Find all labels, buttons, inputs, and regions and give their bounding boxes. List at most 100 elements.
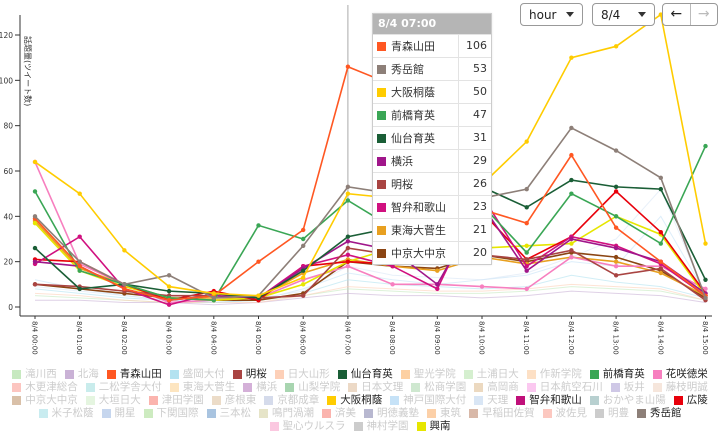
legend-item[interactable]: 土浦日大 xyxy=(463,368,519,381)
legend-item[interactable]: 京都成章 xyxy=(264,394,319,407)
legend-item[interactable]: おかやま山陽 xyxy=(589,394,666,407)
legend-item[interactable]: 大垣日大 xyxy=(85,394,141,407)
legend-item[interactable]: 波佐見 xyxy=(542,407,587,420)
legend-item[interactable]: 坂井 xyxy=(610,381,645,394)
data-point xyxy=(256,259,261,264)
next-arrow-button[interactable]: → xyxy=(689,4,718,25)
color-swatch xyxy=(377,225,386,235)
data-point xyxy=(256,293,261,298)
legend-item[interactable]: 神村学園 xyxy=(353,420,409,433)
line-chart: 0 20 40 60 80 100 120 話題量(ツイート数) 8/4 00:00 8/4 01… xyxy=(0,5,712,355)
legend-label: 東海大菅生 xyxy=(182,381,236,393)
tooltip-row: 東海大菅生 21 xyxy=(373,218,491,241)
legend-item[interactable]: 仙台育英 xyxy=(337,368,393,381)
unit-select[interactable]: hour xyxy=(520,3,583,26)
legend-swatch xyxy=(259,409,268,418)
legend-item[interactable]: 山梨学院 xyxy=(285,381,340,394)
legend-swatch xyxy=(526,383,536,392)
legend-item[interactable]: 大阪桐蔭 xyxy=(327,394,382,407)
legend-swatch xyxy=(101,409,111,418)
legend-item[interactable]: 済美 xyxy=(322,407,356,420)
legend-item[interactable]: 高岡商 xyxy=(474,381,519,394)
legend-item[interactable]: 明桜 xyxy=(232,368,267,381)
series-line xyxy=(34,179,707,299)
data-point xyxy=(390,264,395,269)
legend-item[interactable]: 日本文理 xyxy=(348,381,403,394)
data-point xyxy=(524,205,529,210)
legend-item[interactable]: 鳴門渦潮 xyxy=(259,407,314,420)
legend-item[interactable]: 二松学舎大付 xyxy=(85,381,162,394)
legend-item[interactable]: 青森山田 xyxy=(106,368,162,381)
data-point xyxy=(613,214,619,219)
tooltip-row: 青森山田 106 xyxy=(373,34,491,57)
series-line xyxy=(35,290,706,306)
legend-item[interactable]: 興南 xyxy=(416,420,451,433)
legend-item[interactable]: 秀岳館 xyxy=(637,407,682,420)
data-point xyxy=(77,264,82,269)
tooltip-row-value: 21 xyxy=(458,219,491,241)
legend-label: 大阪桐蔭 xyxy=(340,394,383,406)
tooltip-row-name: 秀岳館 xyxy=(391,63,424,76)
x-tick-label: 8/4 09:00 xyxy=(433,321,441,355)
data-point xyxy=(345,239,351,244)
legend-item[interactable]: 明徳義塾 xyxy=(364,407,419,420)
tooltip-row-name: 大阪桐蔭 xyxy=(391,86,435,99)
data-point xyxy=(613,189,619,194)
legend-item[interactable]: 聖心ウルスラ xyxy=(269,420,346,433)
legend-item[interactable]: 神戸国際大付 xyxy=(390,394,466,407)
legend-item[interactable]: 前橋育英 xyxy=(589,368,645,381)
legend-swatch xyxy=(469,409,478,418)
legend-item[interactable]: 津田学園 xyxy=(148,394,204,407)
data-point xyxy=(569,125,574,131)
tooltip-row-name: 仙台育英 xyxy=(391,132,435,145)
legend-item[interactable]: 智弁和歌山 xyxy=(516,394,582,407)
data-point xyxy=(345,252,351,258)
legend-swatch xyxy=(400,370,410,379)
tooltip: 8/4 07:00 青森山田 106 秀岳館 53 大阪桐蔭 50 前橋育英 47 仙台育英 31… xyxy=(372,13,492,265)
legend-item[interactable]: 聖光学院 xyxy=(400,368,456,381)
legend-swatch xyxy=(211,396,221,405)
legend-item[interactable]: 横浜 xyxy=(243,381,277,394)
date-select[interactable]: 8/4 xyxy=(592,3,655,26)
legend-item[interactable]: 東海大菅生 xyxy=(169,381,236,394)
series-line xyxy=(34,65,706,302)
legend-label: 東筑 xyxy=(440,407,461,419)
legend-item[interactable]: 明豊 xyxy=(595,407,629,420)
legend-label: 秀岳館 xyxy=(650,407,682,419)
legend-item[interactable]: 天理 xyxy=(474,394,508,407)
legend-item[interactable]: 盛岡大付 xyxy=(169,368,225,381)
legend-item[interactable]: 広陵 xyxy=(673,394,708,407)
legend-item[interactable]: 木更津総合 xyxy=(12,381,78,394)
legend-item[interactable]: 彦根東 xyxy=(211,394,256,407)
legend-item[interactable]: 下関国際 xyxy=(143,407,199,420)
legend-item[interactable]: 藤枝明誠 xyxy=(652,381,708,394)
legend-item[interactable]: 作新学院 xyxy=(526,368,582,381)
data-point xyxy=(122,248,127,253)
legend-item[interactable]: 米子松蔭 xyxy=(38,407,94,420)
data-point xyxy=(77,259,82,264)
legend-item[interactable]: 松商学園 xyxy=(411,381,466,394)
legend-item[interactable]: 開星 xyxy=(101,407,136,420)
legend-item[interactable]: 花咲徳栄 xyxy=(652,368,708,381)
tooltip-row: 大阪桐蔭 50 xyxy=(373,80,491,103)
legend-item[interactable]: 北海 xyxy=(64,368,99,381)
data-point xyxy=(524,264,529,269)
legend-item[interactable]: 東筑 xyxy=(427,407,461,420)
legend-item[interactable]: 日本航空石川 xyxy=(526,381,603,394)
legend-swatch xyxy=(390,396,400,405)
legend-label: 明豊 xyxy=(608,407,629,419)
legend-swatch xyxy=(364,409,373,418)
data-point xyxy=(658,230,663,235)
legend-label: 高岡商 xyxy=(487,381,519,393)
x-tick-label: 8/4 07:00 xyxy=(343,321,351,355)
legend-item[interactable]: 滝川西 xyxy=(12,368,57,381)
legend-item[interactable]: 三本松 xyxy=(206,407,251,420)
data-point xyxy=(613,225,619,230)
legend-item[interactable]: 日大山形 xyxy=(274,368,330,381)
prev-arrow-button[interactable]: ← xyxy=(670,6,683,22)
tooltip-row-name: 中京大中京 xyxy=(391,247,446,260)
x-tick-label: 8/4 08:00 xyxy=(388,321,396,355)
series-line xyxy=(34,188,706,301)
legend-item[interactable]: 早稲田佐賀 xyxy=(469,407,535,420)
legend-item[interactable]: 中京大中京 xyxy=(12,394,78,407)
